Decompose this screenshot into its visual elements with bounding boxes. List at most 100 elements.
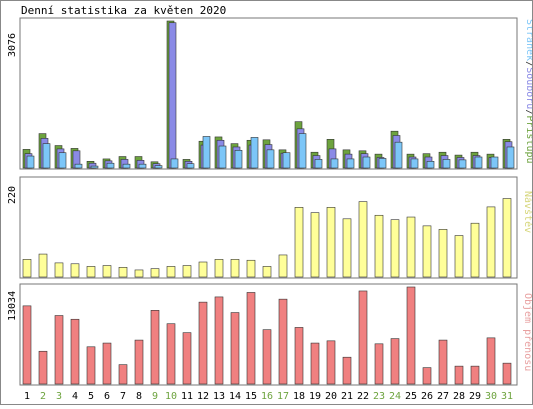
bar-pages-day-8 (138, 163, 147, 169)
day-label-19: 19 (309, 391, 321, 402)
bar-mid-day-16 (262, 266, 272, 278)
day-label-8: 8 (136, 391, 142, 402)
bar-bot-day-30 (486, 337, 496, 385)
bar-bot-day-13 (214, 296, 224, 385)
mid-panel-border (19, 176, 518, 279)
bar-pages-day-14 (234, 150, 243, 169)
bar-pages-day-10 (170, 158, 179, 169)
day-label-23: 23 (373, 391, 385, 402)
top-legend: Stránek/Souborů/Přístupů (524, 19, 532, 164)
legend-hits: Přístupů (524, 115, 532, 163)
mid-ymax-label: 220 (7, 186, 18, 204)
bar-bot-day-9 (150, 310, 160, 385)
bar-bot-day-6 (102, 342, 112, 385)
bar-mid-day-26 (422, 225, 432, 278)
bar-mid-day-18 (294, 207, 304, 278)
day-axis: 1 2 3 4 5 6 7 8 9 10 11 12 13 14 15 16 17 18 19 20 21 22 23 24 2… (24, 391, 513, 402)
day-label-5: 5 (88, 391, 94, 402)
day-label-13: 13 (213, 391, 225, 402)
day-label-9: 9 (152, 391, 158, 402)
bar-pages-day-1 (26, 155, 35, 169)
bar-pages-day-15 (250, 137, 259, 169)
volume-panel (19, 283, 518, 386)
bar-pages-day-5 (90, 165, 99, 169)
day-label-31: 31 (501, 391, 513, 402)
bar-mid-day-17 (278, 254, 288, 278)
bar-bot-day-4 (70, 318, 80, 385)
day-label-3: 3 (56, 391, 62, 402)
day-label-17: 17 (277, 391, 289, 402)
bar-pages-day-26 (426, 161, 435, 169)
bar-mid-day-22 (358, 201, 368, 278)
bar-mid-day-9 (150, 268, 160, 278)
bar-mid-day-23 (374, 214, 384, 278)
bar-bot-day-2 (38, 350, 48, 385)
bar-bot-day-31 (502, 362, 512, 385)
day-label-25: 25 (405, 391, 417, 402)
bar-bot-day-27 (438, 339, 448, 385)
bar-mid-day-11 (182, 265, 192, 278)
day-label-28: 28 (453, 391, 465, 402)
bar-pages-day-18 (298, 133, 307, 169)
bar-mid-day-1 (22, 259, 32, 278)
bar-bot-day-21 (342, 356, 352, 385)
bar-bot-day-17 (278, 298, 288, 385)
day-label-21: 21 (341, 391, 353, 402)
visits-panel (19, 176, 518, 279)
bar-pages-day-4 (74, 163, 83, 169)
day-label-15: 15 (245, 391, 257, 402)
bar-bot-day-1 (22, 305, 32, 385)
bar-mid-day-5 (86, 266, 96, 278)
bar-mid-day-7 (118, 266, 128, 278)
bar-pages-day-31 (506, 146, 515, 169)
bar-pages-day-9 (154, 165, 163, 169)
bar-pages-day-24 (394, 141, 403, 169)
bar-bot-day-19 (310, 342, 320, 385)
bar-pages-day-3 (58, 152, 67, 169)
bar-mid-day-13 (214, 259, 224, 278)
bar-pages-day-11 (186, 163, 195, 169)
bar-bot-day-25 (406, 286, 416, 385)
day-label-7: 7 (120, 391, 126, 402)
day-label-29: 29 (469, 391, 481, 402)
bar-pages-day-13 (218, 145, 227, 169)
bar-bot-day-24 (390, 338, 400, 385)
bar-bot-day-16 (262, 329, 272, 385)
bar-bot-day-8 (134, 339, 144, 385)
day-label-11: 11 (181, 391, 193, 402)
bar-pages-day-30 (490, 156, 499, 169)
bar-pages-day-20 (330, 158, 339, 169)
day-label-1: 1 (24, 391, 30, 402)
bar-mid-day-2 (38, 253, 48, 278)
bar-pages-day-25 (410, 158, 419, 169)
hits-files-pages-panel (19, 17, 518, 170)
day-label-14: 14 (229, 391, 241, 402)
bot-ymax-label: 13034 (7, 291, 18, 321)
bar-mid-day-14 (230, 259, 240, 278)
day-label-16: 16 (261, 391, 273, 402)
bar-bot-day-12 (198, 301, 208, 385)
bar-mid-day-25 (406, 216, 416, 278)
day-label-26: 26 (421, 391, 433, 402)
bar-mid-day-30 (486, 206, 496, 278)
bar-pages-day-6 (106, 162, 115, 169)
bar-mid-day-27 (438, 229, 448, 278)
bar-mid-day-12 (198, 261, 208, 278)
bar-pages-day-22 (362, 156, 371, 169)
bar-bot-day-26 (422, 367, 432, 385)
bar-bot-day-28 (454, 365, 464, 385)
bar-pages-day-21 (346, 158, 355, 169)
bar-mid-day-24 (390, 219, 400, 278)
bar-mid-day-29 (470, 222, 480, 278)
bar-bot-day-22 (358, 290, 368, 385)
day-label-27: 27 (437, 391, 449, 402)
bot-legend: Objem přenosu (522, 293, 532, 371)
bar-files-day-10 (168, 22, 177, 169)
bar-bot-day-15 (246, 292, 256, 385)
legend-files: Souborů (524, 67, 532, 109)
day-label-12: 12 (197, 391, 209, 402)
bar-pages-day-19 (314, 159, 323, 169)
bar-mid-day-3 (54, 262, 64, 278)
